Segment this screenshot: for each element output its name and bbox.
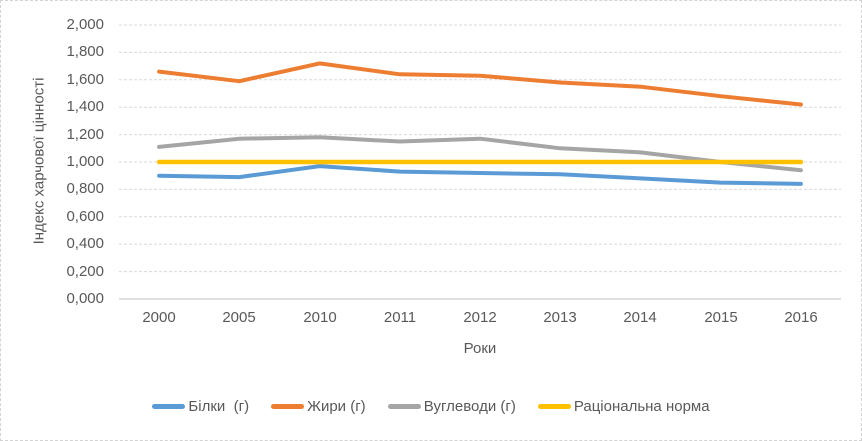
- legend-label: Раціональна норма: [573, 398, 710, 415]
- y-tick-label: 1,000: [66, 153, 104, 170]
- series-line-1: [157, 164, 803, 186]
- y-tick-label: 1,400: [66, 98, 104, 116]
- y-tick-label: 1,200: [66, 125, 104, 143]
- legend-item-vuhlevody: Вуглеводи (г): [387, 398, 516, 415]
- x-tick-label: 2000: [142, 309, 176, 326]
- x-tick-label: 2005: [222, 309, 256, 326]
- legend-item-zhyry: Жири (г): [271, 398, 366, 415]
- y-tick-label: 1,800: [66, 43, 104, 61]
- legend-line-swatch-blue: [152, 404, 186, 409]
- series-line-2: [157, 61, 803, 107]
- x-tick-label: 2012: [463, 309, 497, 326]
- legend-item-norma: Раціональна норма: [537, 398, 710, 415]
- series-line-3: [157, 135, 803, 173]
- legend-label: Білки (г): [188, 398, 250, 415]
- legend-item-bilky: Білки (г): [152, 398, 249, 415]
- legend-label: Вуглеводи (г): [423, 398, 516, 415]
- y-tick-label: 0,600: [66, 207, 104, 225]
- legend-line-swatch-orange: [271, 404, 305, 409]
- y-tick-label: 1,600: [66, 70, 104, 88]
- y-tick-label: 2,000: [66, 16, 104, 33]
- legend-line-swatch-yellow: [537, 404, 571, 409]
- x-tick-label: 2015: [704, 309, 738, 326]
- y-tick-label: 0,800: [66, 180, 104, 198]
- x-tick-label: 2011: [383, 309, 417, 326]
- legend: Білки (г) Жири (г) Вуглеводи (г) Раціона…: [1, 398, 861, 415]
- legend-label: Жири (г): [307, 398, 366, 415]
- x-tick-label: 2016: [784, 309, 818, 326]
- y-tick-label: 0,200: [66, 262, 104, 280]
- x-tick-label: 2014: [623, 309, 657, 326]
- y-tick-label: 0,400: [66, 235, 104, 253]
- x-tick-label: 2013: [543, 309, 577, 326]
- x-tick-label: 2010: [303, 309, 337, 326]
- y-tick-label: 0,000: [66, 290, 104, 307]
- x-axis-title: Роки: [463, 340, 497, 357]
- legend-line-swatch-gray: [387, 404, 421, 409]
